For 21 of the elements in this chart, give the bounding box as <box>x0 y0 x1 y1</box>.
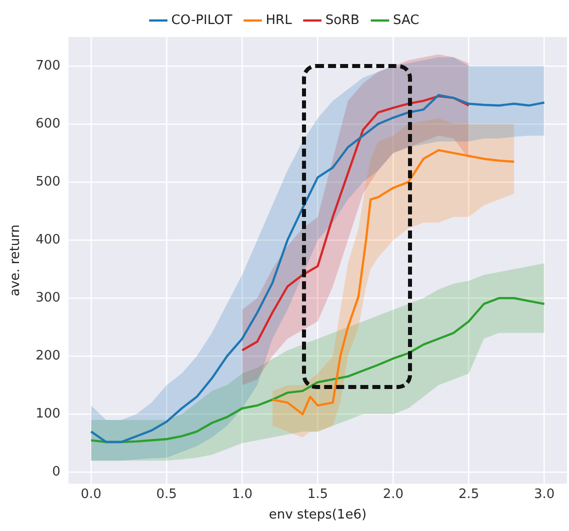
x-tick-label: 2.5 <box>458 486 480 502</box>
x-axis-title: env steps(1e6) <box>268 508 367 523</box>
y-tick-label: 700 <box>36 58 60 74</box>
y-tick-label: 100 <box>36 406 60 422</box>
x-tick-label: 1.5 <box>307 486 328 502</box>
y-axis-title: ave. return <box>8 224 24 296</box>
x-tick-label: 1.0 <box>232 486 253 502</box>
y-tick-label: 0 <box>52 464 60 480</box>
y-tick-label: 500 <box>36 174 60 190</box>
y-tick-label: 400 <box>36 232 60 248</box>
x-tick-label: 3.0 <box>534 486 555 502</box>
x-tick-label: 2.0 <box>382 486 404 502</box>
legend-label: SoRB <box>325 12 360 28</box>
y-tick-label: 600 <box>36 116 60 132</box>
x-tick-label: 0.5 <box>156 486 177 502</box>
x-tick-label: 0.0 <box>80 486 102 502</box>
legend-label: SAC <box>392 12 420 28</box>
legend-label: CO-PILOT <box>171 12 232 28</box>
y-tick-label: 200 <box>36 348 60 364</box>
y-tick-label: 300 <box>36 290 60 306</box>
legend-label: HRL <box>266 12 293 28</box>
